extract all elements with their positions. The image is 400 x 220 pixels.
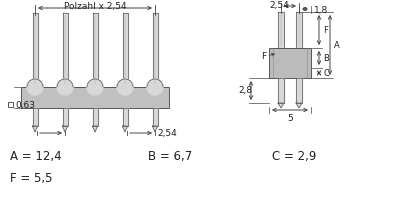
Text: 0,63: 0,63 [15, 101, 35, 110]
Text: 2,8: 2,8 [238, 86, 252, 95]
Polygon shape [32, 108, 38, 126]
Text: F: F [261, 51, 266, 61]
Circle shape [87, 79, 103, 95]
Text: 5: 5 [287, 114, 293, 123]
Polygon shape [278, 12, 284, 48]
Polygon shape [152, 13, 158, 87]
Polygon shape [296, 12, 302, 48]
Text: F = 5,5: F = 5,5 [10, 172, 52, 185]
Polygon shape [296, 103, 302, 108]
Polygon shape [92, 126, 98, 132]
Polygon shape [278, 103, 284, 108]
Text: Polzahl x 2,54: Polzahl x 2,54 [64, 2, 126, 11]
Text: C = 2,9: C = 2,9 [272, 150, 316, 163]
Polygon shape [278, 78, 284, 103]
Polygon shape [32, 13, 38, 87]
Text: B: B [323, 53, 329, 62]
Circle shape [117, 79, 133, 95]
Text: A: A [334, 40, 340, 50]
Polygon shape [152, 126, 158, 132]
Polygon shape [32, 126, 38, 132]
Circle shape [57, 79, 73, 95]
Text: 2,54: 2,54 [269, 1, 289, 10]
Text: A = 12,4: A = 12,4 [10, 150, 62, 163]
Polygon shape [122, 13, 128, 87]
Text: C: C [323, 68, 329, 77]
Polygon shape [122, 108, 128, 126]
Text: B = 6,7: B = 6,7 [148, 150, 192, 163]
Bar [8, 102, 13, 107]
Bar [21, 87, 169, 108]
Polygon shape [62, 13, 68, 87]
Circle shape [147, 79, 163, 95]
Polygon shape [152, 108, 158, 126]
Bar [269, 48, 311, 78]
Polygon shape [92, 13, 98, 87]
Polygon shape [92, 108, 98, 126]
Polygon shape [122, 126, 128, 132]
Polygon shape [62, 126, 68, 132]
Circle shape [27, 79, 43, 95]
Text: 2,54: 2,54 [157, 128, 177, 138]
Polygon shape [62, 108, 68, 126]
Polygon shape [296, 78, 302, 103]
Text: F: F [323, 26, 328, 35]
Text: 1,8: 1,8 [314, 6, 328, 15]
